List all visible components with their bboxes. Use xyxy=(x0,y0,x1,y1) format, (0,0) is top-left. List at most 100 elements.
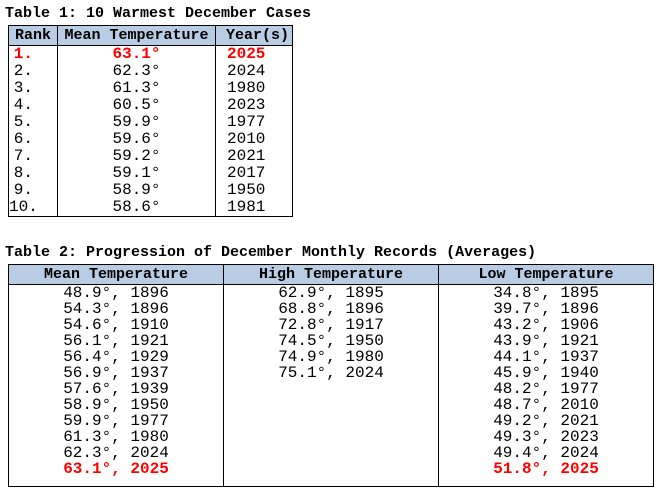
table1-cell-year: 2021 xyxy=(215,148,293,165)
table2-cell-low: 51.8°, 2025 xyxy=(438,461,654,477)
table2-cell-high xyxy=(223,381,439,397)
table2-cell-high xyxy=(223,461,439,477)
table2-spacer-cell xyxy=(438,477,654,486)
table-row: 6. 59.6° 2010 xyxy=(8,131,293,148)
table1-header-rank: Rank xyxy=(8,25,58,46)
table-row: 7. 59.2° 2021 xyxy=(8,148,293,165)
table2-cell-low: 39.7°, 1896 xyxy=(438,301,654,317)
table1-cell-rank: 7. xyxy=(8,148,58,165)
table1-cell-rank: 4. xyxy=(8,97,58,114)
table-header-row: Mean Temperature High Temperature Low Te… xyxy=(8,264,654,285)
table1-header-mean-temperature: Mean Temperature xyxy=(57,25,216,46)
table1-cell-temp: 60.5° xyxy=(57,97,216,114)
table-row: 54.3°, 1896 68.8°, 1896 39.7°, 1896 xyxy=(8,301,654,317)
table2-cell-low: 45.9°, 1940 xyxy=(438,365,654,381)
table2-cell-low: 49.4°, 2024 xyxy=(438,445,654,461)
table-row: 63.1°, 2025 51.8°, 2025 xyxy=(8,461,654,477)
table2-cell-low: 48.2°, 1977 xyxy=(438,381,654,397)
table1-cell-rank: 3. xyxy=(8,80,58,97)
table1-cell-rank: 1. xyxy=(8,45,58,63)
table2-cell-mean: 56.9°, 1937 xyxy=(8,365,224,381)
table2-cell-low: 43.2°, 1906 xyxy=(438,317,654,333)
table2-cell-mean: 58.9°, 1950 xyxy=(8,397,224,413)
table2-cell-high: 74.5°, 1950 xyxy=(223,333,439,349)
table2-cell-low: 44.1°, 1937 xyxy=(438,349,654,365)
table1-cell-year: 1980 xyxy=(215,80,293,97)
table-row: 8. 59.1° 2017 xyxy=(8,165,293,182)
table2-cell-high xyxy=(223,445,439,461)
table-header-row: Rank Mean Temperature Year(s) xyxy=(8,25,293,46)
table2-header: Mean Temperature High Temperature Low Te… xyxy=(8,264,654,285)
table1-cell-year: 1950 xyxy=(215,182,293,199)
table2-cell-high: 75.1°, 2024 xyxy=(223,365,439,381)
table1-cell-temp: 61.3° xyxy=(57,80,216,97)
table-row: 9. 58.9° 1950 xyxy=(8,182,293,199)
table2-cell-low: 48.7°, 2010 xyxy=(438,397,654,413)
table1-header: Rank Mean Temperature Year(s) xyxy=(8,25,293,46)
table2-cell-mean: 48.9°, 1896 xyxy=(8,284,224,301)
table-row: 61.3°, 1980 49.3°, 2023 xyxy=(8,429,654,445)
table2-cell-low: 49.3°, 2023 xyxy=(438,429,654,445)
table-row: 56.4°, 1929 74.9°, 1980 44.1°, 1937 xyxy=(8,349,654,365)
table1-cell-rank: 2. xyxy=(8,63,58,80)
table2-cell-mean: 63.1°, 2025 xyxy=(8,461,224,477)
table2-header-low-temperature: Low Temperature xyxy=(438,264,654,285)
table2-cell-mean: 54.6°, 1910 xyxy=(8,317,224,333)
table1-cell-temp: 59.6° xyxy=(57,131,216,148)
table-row: 54.6°, 1910 72.8°, 1917 43.2°, 1906 xyxy=(8,317,654,333)
table2-cell-mean: 54.3°, 1896 xyxy=(8,301,224,317)
table2-cell-mean: 62.3°, 2024 xyxy=(8,445,224,461)
table1-cell-year: 2025 xyxy=(215,45,293,63)
table-row: 2. 62.3° 2024 xyxy=(8,63,293,80)
table1-cell-temp: 58.9° xyxy=(57,182,216,199)
table1-cell-temp: 63.1° xyxy=(57,45,216,63)
table1-cell-temp: 58.6° xyxy=(57,199,216,217)
table-row: 3. 61.3° 1980 xyxy=(8,80,293,97)
table-row: 59.9°, 1977 49.2°, 2021 xyxy=(8,413,654,429)
table2-cell-mean: 56.4°, 1929 xyxy=(8,349,224,365)
table2-cell-mean: 56.1°, 1921 xyxy=(8,333,224,349)
table2-header-mean-temperature: Mean Temperature xyxy=(8,264,224,285)
table1-cell-temp: 59.2° xyxy=(57,148,216,165)
table2-cell-high xyxy=(223,429,439,445)
table-row: 1. 63.1° 2025 xyxy=(8,45,293,63)
table-spacer-row xyxy=(8,477,654,486)
table1-body: 1. 63.1° 2025 2. 62.3° 2024 3. 61.3° 1980 4. 60.5°… xyxy=(8,45,293,217)
table2-cell-low: 43.9°, 1921 xyxy=(438,333,654,349)
table2-title: Table 2: Progression of December Monthly… xyxy=(5,244,537,261)
table1-cell-rank: 10. xyxy=(8,199,58,217)
table2-cell-high xyxy=(223,413,439,429)
table1-cell-year: 2023 xyxy=(215,97,293,114)
table-row: 4. 60.5° 2023 xyxy=(8,97,293,114)
table1-header-years: Year(s) xyxy=(215,25,293,46)
table-row: 10. 58.6° 1981 xyxy=(8,199,293,217)
table1-cell-year: 1981 xyxy=(215,199,293,217)
table-row: 57.6°, 1939 48.2°, 1977 xyxy=(8,381,654,397)
table1-cell-rank: 8. xyxy=(8,165,58,182)
table1-cell-year: 2017 xyxy=(215,165,293,182)
table2-cell-mean: 57.6°, 1939 xyxy=(8,381,224,397)
table-row: 56.1°, 1921 74.5°, 1950 43.9°, 1921 xyxy=(8,333,654,349)
table1-cell-temp: 59.1° xyxy=(57,165,216,182)
table2-cell-high: 74.9°, 1980 xyxy=(223,349,439,365)
table1-cell-rank: 6. xyxy=(8,131,58,148)
table2-body: 48.9°, 1896 62.9°, 1895 34.8°, 1895 54.3°, … xyxy=(8,284,654,486)
table2-spacer-cell xyxy=(223,477,439,486)
table-row: 48.9°, 1896 62.9°, 1895 34.8°, 1895 xyxy=(8,284,654,301)
table1-cell-temp: 62.3° xyxy=(57,63,216,80)
table1-cell-year: 2024 xyxy=(215,63,293,80)
table2-cell-high: 72.8°, 1917 xyxy=(223,317,439,333)
table1-title: Table 1: 10 Warmest December Cases xyxy=(5,5,312,22)
table-row: 58.9°, 1950 48.7°, 2010 xyxy=(8,397,654,413)
table2-spacer-cell xyxy=(8,477,224,486)
warmest-december-table: Rank Mean Temperature Year(s) 1. 63.1° 202… xyxy=(8,25,293,217)
table-row: 5. 59.9° 1977 xyxy=(8,114,293,131)
table1-cell-rank: 9. xyxy=(8,182,58,199)
table-row: 62.3°, 2024 49.4°, 2024 xyxy=(8,445,654,461)
table1-cell-year: 1977 xyxy=(215,114,293,131)
table2-cell-mean: 61.3°, 1980 xyxy=(8,429,224,445)
table2-cell-mean: 59.9°, 1977 xyxy=(8,413,224,429)
table1-cell-temp: 59.9° xyxy=(57,114,216,131)
table1-cell-year: 2010 xyxy=(215,131,293,148)
